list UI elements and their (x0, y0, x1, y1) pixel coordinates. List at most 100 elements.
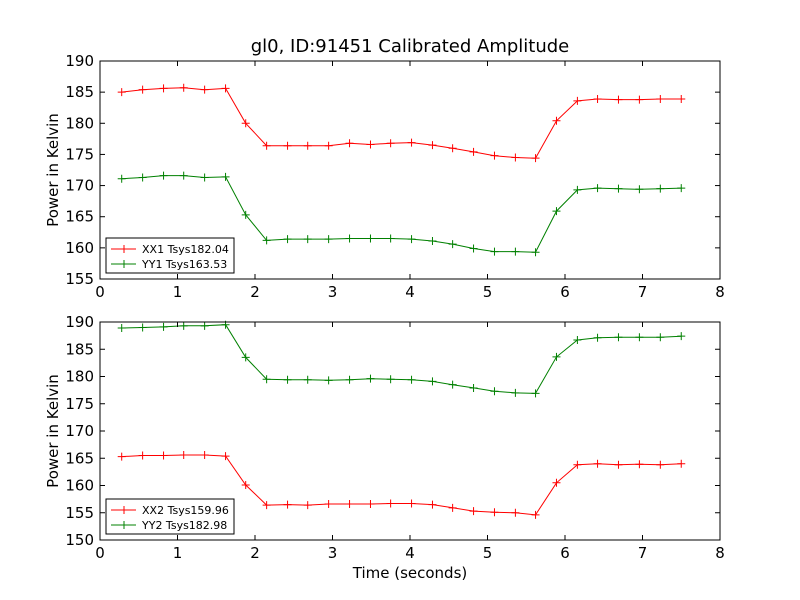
y-tick-label: 155 (65, 270, 94, 288)
data-point (117, 452, 126, 461)
x-axis-label: Time (seconds) (352, 564, 468, 582)
data-point (324, 500, 333, 509)
data-point (635, 333, 644, 342)
legend-box (105, 498, 235, 535)
data-point (366, 140, 375, 149)
data-point (448, 503, 457, 512)
data-point (614, 184, 623, 193)
x-tick-label: 6 (560, 544, 570, 562)
data-point (262, 236, 271, 245)
data-point (324, 376, 333, 385)
data-point (469, 244, 478, 253)
series-line-yy2 (121, 324, 682, 394)
x-tick-label: 4 (405, 544, 415, 562)
data-point (159, 451, 168, 460)
data-point (656, 94, 665, 103)
data-point (511, 153, 520, 162)
data-point (179, 450, 188, 459)
x-tick-label: 2 (250, 544, 260, 562)
y-tick-label: 155 (65, 504, 94, 522)
data-point (303, 501, 312, 510)
data-point (531, 389, 540, 398)
data-point (428, 237, 437, 246)
data-point (138, 451, 147, 460)
data-point (200, 321, 209, 330)
data-point (448, 144, 457, 153)
y-tick-label: 165 (65, 208, 94, 226)
series-line-xx2 (121, 454, 682, 516)
data-point (200, 173, 209, 182)
data-point (179, 171, 188, 180)
data-point (241, 353, 250, 362)
data-point (531, 154, 540, 163)
data-point (573, 460, 582, 469)
data-point (656, 333, 665, 342)
data-point (531, 510, 540, 519)
data-point (366, 374, 375, 383)
data-point (159, 84, 168, 93)
data-point (614, 333, 623, 342)
x-tick-label: 8 (715, 283, 725, 301)
data-point (366, 234, 375, 243)
x-tick-label: 5 (483, 283, 493, 301)
data-point (179, 83, 188, 92)
y-tick-label: 170 (65, 177, 94, 195)
data-point (407, 235, 416, 244)
data-point (138, 323, 147, 332)
legend-label: XX1 Tsys182.04 (142, 243, 229, 256)
data-point (303, 235, 312, 244)
y-tick-label: 160 (65, 239, 94, 257)
legend-marker (120, 521, 128, 529)
data-point (531, 248, 540, 257)
data-point (677, 184, 686, 193)
data-point (386, 375, 395, 384)
data-point (677, 459, 686, 468)
data-point (656, 460, 665, 469)
x-tick-label: 0 (95, 283, 105, 301)
data-point (511, 247, 520, 256)
data-point (511, 388, 520, 397)
data-point (386, 139, 395, 148)
data-point (614, 95, 623, 104)
data-point (552, 478, 561, 487)
data-point (117, 323, 126, 332)
data-point (593, 94, 602, 103)
x-tick-label: 1 (173, 283, 183, 301)
data-point (221, 84, 230, 93)
data-point (200, 85, 209, 94)
x-tick-label: 1 (173, 544, 183, 562)
y-axis-label: Power in Kelvin (44, 374, 62, 488)
data-point (511, 508, 520, 517)
y-tick-label: 170 (65, 422, 94, 440)
data-point (656, 184, 665, 193)
legend-label: XX2 Tsys159.96 (142, 504, 229, 517)
data-point (593, 333, 602, 342)
data-point (573, 335, 582, 344)
data-point (635, 460, 644, 469)
data-point (241, 119, 250, 128)
data-point (469, 383, 478, 392)
data-point (593, 459, 602, 468)
data-point (241, 210, 250, 219)
x-tick-label: 2 (250, 283, 260, 301)
legend-marker (120, 245, 128, 253)
data-point (283, 375, 292, 384)
data-point (490, 508, 499, 517)
data-point (283, 235, 292, 244)
x-tick-label: 5 (483, 544, 493, 562)
data-point (324, 235, 333, 244)
data-point (448, 240, 457, 249)
y-tick-label: 190 (65, 313, 94, 331)
x-tick-label: 4 (405, 283, 415, 301)
y-tick-label: 160 (65, 477, 94, 495)
y-tick-label: 165 (65, 449, 94, 467)
y-tick-label: 150 (65, 531, 94, 549)
data-point (159, 322, 168, 331)
y-tick-label: 175 (65, 395, 94, 413)
data-point (159, 171, 168, 180)
chart-title: gl0, ID:91451 Calibrated Amplitude (251, 36, 570, 57)
data-point (407, 375, 416, 384)
data-point (345, 234, 354, 243)
data-point (117, 174, 126, 183)
